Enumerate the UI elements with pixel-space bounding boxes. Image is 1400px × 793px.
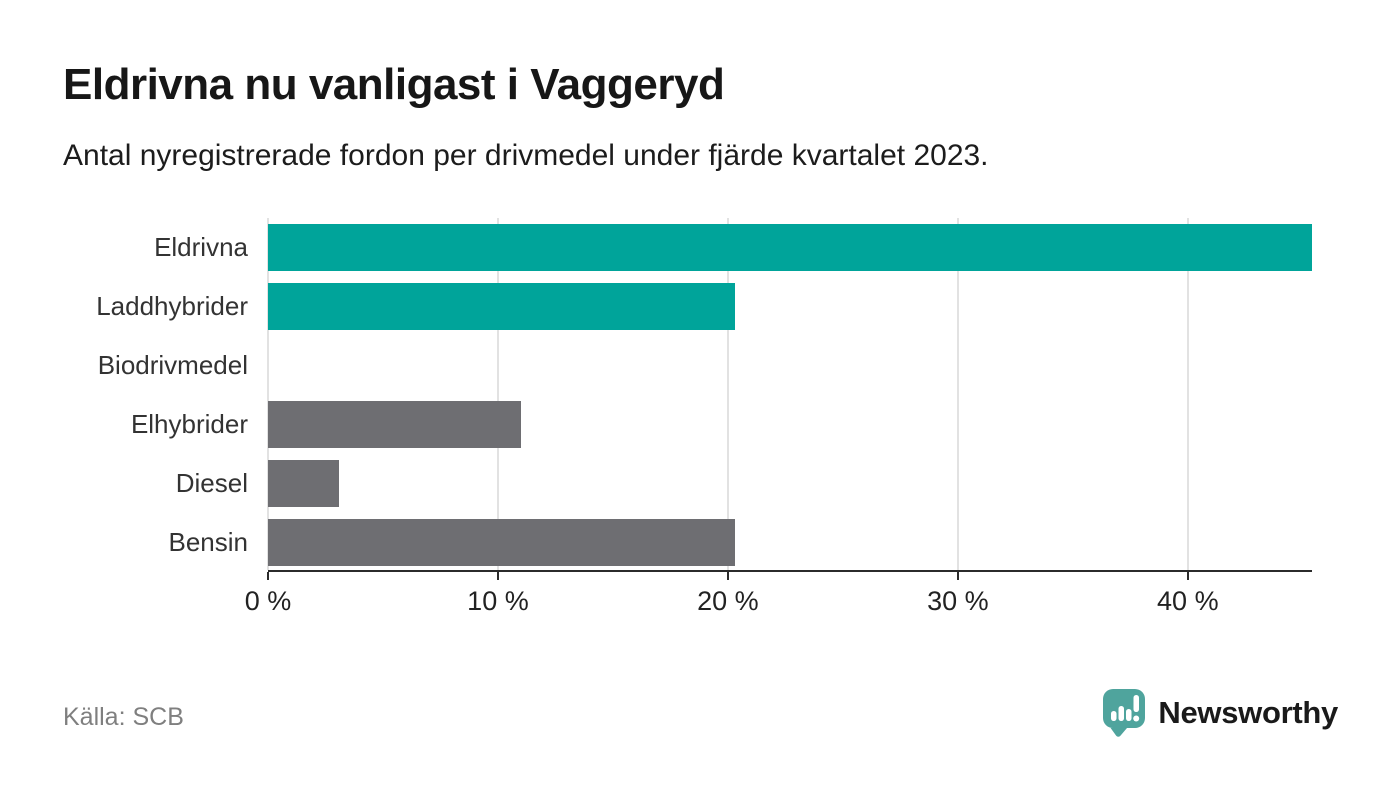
category-label-diesel: Diesel xyxy=(175,468,248,498)
x-tick-label-10: 10 % xyxy=(467,586,529,616)
bar-elhybrider xyxy=(268,401,521,448)
bar-laddhybrider xyxy=(268,283,735,330)
gridline-30 xyxy=(956,218,959,570)
bar-row-diesel xyxy=(268,454,1312,513)
brand-name: Newsworthy xyxy=(1158,695,1338,730)
bar-row-eldrivna xyxy=(268,218,1312,277)
bar-bensin xyxy=(268,519,735,566)
chart-subtitle: Antal nyregistrerade fordon per drivmede… xyxy=(63,139,989,172)
category-label-biodrivmedel: Biodrivmedel xyxy=(97,350,248,380)
category-label-eldrivna: Eldrivna xyxy=(154,232,248,262)
x-tick-10 xyxy=(496,572,499,580)
gridline-20 xyxy=(726,218,729,570)
x-tick-0 xyxy=(267,572,269,580)
source-note: Källa: SCB xyxy=(63,703,184,731)
brand-logo: Newsworthy xyxy=(1102,688,1338,738)
category-axis: Eldrivna Laddhybrider Biodrivmedel Elhybrid… xyxy=(0,218,248,572)
bar-row-bensin xyxy=(268,513,1312,572)
bar-row-elhybrider xyxy=(268,395,1312,454)
plot-area xyxy=(267,218,1312,580)
gridline-10 xyxy=(496,218,499,570)
page-title: Eldrivna nu vanligast i Vaggeryd xyxy=(63,60,725,109)
x-tick-30 xyxy=(956,572,959,580)
category-label-laddhybrider: Laddhybrider xyxy=(96,291,248,321)
bar-eldrivna xyxy=(268,224,1312,271)
x-tick-label-20: 20 % xyxy=(697,586,759,616)
category-label-elhybrider: Elhybrider xyxy=(130,409,248,439)
gridline-0 xyxy=(267,218,269,570)
category-label-bensin: Bensin xyxy=(168,527,249,557)
gridline-40 xyxy=(1186,218,1189,570)
newsworthy-logo-icon xyxy=(1102,688,1146,738)
x-tick-label-30: 30 % xyxy=(927,586,989,616)
x-tick-label-40: 40 % xyxy=(1157,586,1219,616)
bar-row-laddhybrider xyxy=(268,277,1312,336)
bar-diesel xyxy=(268,460,340,507)
x-tick-label-0: 0 % xyxy=(244,586,292,616)
x-tick-40 xyxy=(1186,572,1189,580)
x-tick-20 xyxy=(726,572,729,580)
